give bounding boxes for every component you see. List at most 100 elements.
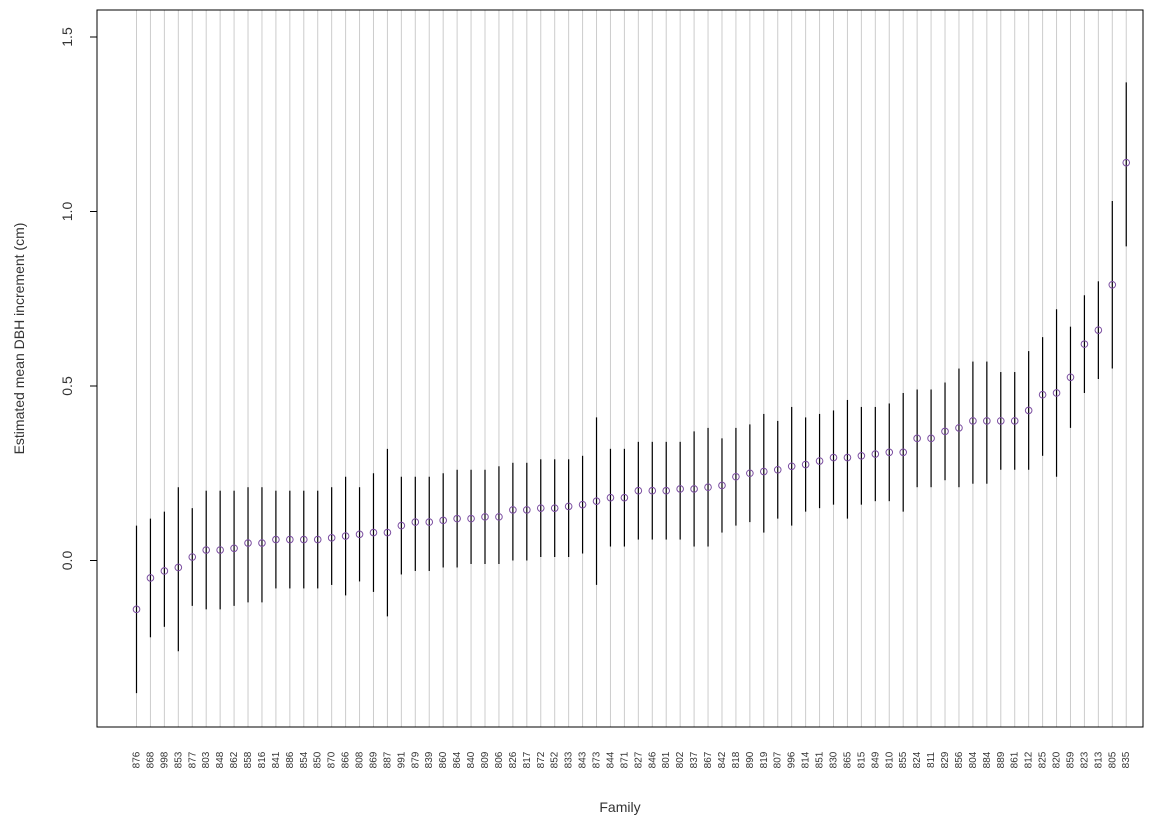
x-tick-label: 872: [536, 751, 547, 768]
data-point: [634, 486, 643, 495]
data-point: [578, 500, 587, 509]
x-tick-label: 814: [801, 751, 812, 768]
data-point: [439, 516, 447, 525]
x-tick-label: 833: [564, 751, 575, 768]
data-point: [188, 553, 197, 561]
x-tick-label: 819: [759, 751, 770, 768]
data-point: [773, 465, 782, 474]
x-tick-label: 803: [201, 751, 212, 768]
data-point: [676, 485, 684, 493]
x-tick-label: 835: [1121, 751, 1132, 768]
data-point: [732, 472, 740, 481]
data-point: [704, 483, 712, 492]
x-tick-label: 815: [856, 751, 867, 768]
x-tick-label: 820: [1052, 751, 1063, 768]
x-tick-label: 851: [815, 751, 826, 768]
data-point: [341, 532, 350, 540]
data-point: [857, 452, 866, 460]
x-tick-label: 996: [787, 751, 798, 768]
data-point: [1080, 340, 1089, 348]
x-tick-label: 841: [271, 751, 282, 768]
x-tick-label: 860: [438, 751, 449, 768]
data-point: [996, 417, 1005, 425]
data-point: [146, 574, 155, 582]
x-tick-label: 846: [647, 751, 658, 768]
data-point: [1122, 158, 1131, 167]
x-tick-label: 810: [884, 751, 895, 768]
x-tick-label: 998: [159, 751, 170, 768]
data-point: [969, 417, 977, 425]
data-point: [1066, 373, 1075, 382]
x-tick-label: 859: [1065, 751, 1076, 768]
data-point: [313, 535, 322, 544]
data-point: [885, 448, 894, 457]
data-point: [843, 453, 852, 462]
x-tick-label: 840: [466, 751, 477, 768]
data-point: [899, 448, 908, 457]
x-tick-label: 807: [773, 751, 784, 768]
x-tick-label: 870: [327, 751, 338, 768]
data-point: [648, 486, 657, 495]
x-tick-label: 855: [898, 751, 909, 768]
x-tick-label: 887: [382, 751, 393, 768]
data-point: [941, 427, 949, 436]
x-tick-label: 854: [299, 751, 310, 768]
x-tick-label: 844: [605, 751, 616, 768]
x-tick-label: 804: [968, 751, 979, 768]
x-tick-label: 861: [1010, 751, 1021, 768]
x-tick-label: 818: [731, 751, 742, 768]
data-point: [272, 535, 280, 544]
data-point: [746, 469, 754, 478]
x-tick-label: 812: [1024, 751, 1035, 768]
data-points: [132, 158, 1131, 614]
x-tick-label: 826: [508, 751, 519, 768]
x-tick-label: 856: [954, 751, 965, 768]
x-tick-label: 848: [215, 751, 226, 768]
data-point: [718, 481, 726, 490]
data-point: [244, 539, 252, 547]
x-tick-label: 823: [1079, 751, 1090, 768]
data-point: [871, 450, 880, 458]
x-tick-label: 825: [1038, 751, 1049, 768]
data-point: [286, 535, 294, 544]
y-tick-label: 1.0: [59, 202, 75, 222]
data-point: [1038, 390, 1047, 399]
x-tick-label: 991: [396, 751, 407, 768]
data-point: [174, 563, 183, 572]
y-axis: 0.0 0.5 1.0 1.5: [59, 27, 97, 570]
grid-lines: [136, 10, 1127, 727]
x-tick-label: 890: [745, 751, 756, 768]
data-point: [299, 535, 308, 544]
data-point: [1010, 417, 1019, 425]
data-point: [425, 518, 434, 526]
y-axis-title: Estimated mean DBH increment (cm): [11, 223, 27, 455]
x-tick-label: 809: [480, 751, 491, 768]
x-tick-label: 811: [926, 752, 937, 768]
x-tick-label: 853: [173, 751, 184, 768]
y-tick-label: 0.0: [59, 551, 75, 571]
data-point: [397, 521, 406, 530]
x-tick-label: 839: [424, 751, 435, 768]
y-tick-label: 0.5: [59, 376, 75, 396]
x-tick-label: 866: [341, 751, 352, 768]
data-point: [662, 486, 671, 495]
x-tick-label: 867: [703, 751, 714, 768]
x-tick-label: 850: [313, 751, 324, 768]
data-point: [160, 567, 169, 575]
x-tick-label: 868: [145, 751, 156, 768]
data-point: [1052, 389, 1061, 397]
x-tick-label: 805: [1107, 751, 1118, 768]
data-point: [383, 528, 392, 537]
data-point: [536, 504, 545, 512]
x-tick-label: 816: [257, 751, 268, 768]
data-point: [230, 544, 238, 553]
x-tick-label: 824: [912, 751, 923, 768]
x-tick-label: 801: [661, 751, 672, 768]
data-point: [258, 539, 266, 547]
data-point: [606, 493, 615, 502]
data-point: [760, 467, 768, 476]
plot-frame: [96, 9, 1144, 728]
x-tick-label: 865: [842, 751, 853, 768]
data-point: [983, 417, 991, 425]
data-point: [1024, 406, 1033, 415]
